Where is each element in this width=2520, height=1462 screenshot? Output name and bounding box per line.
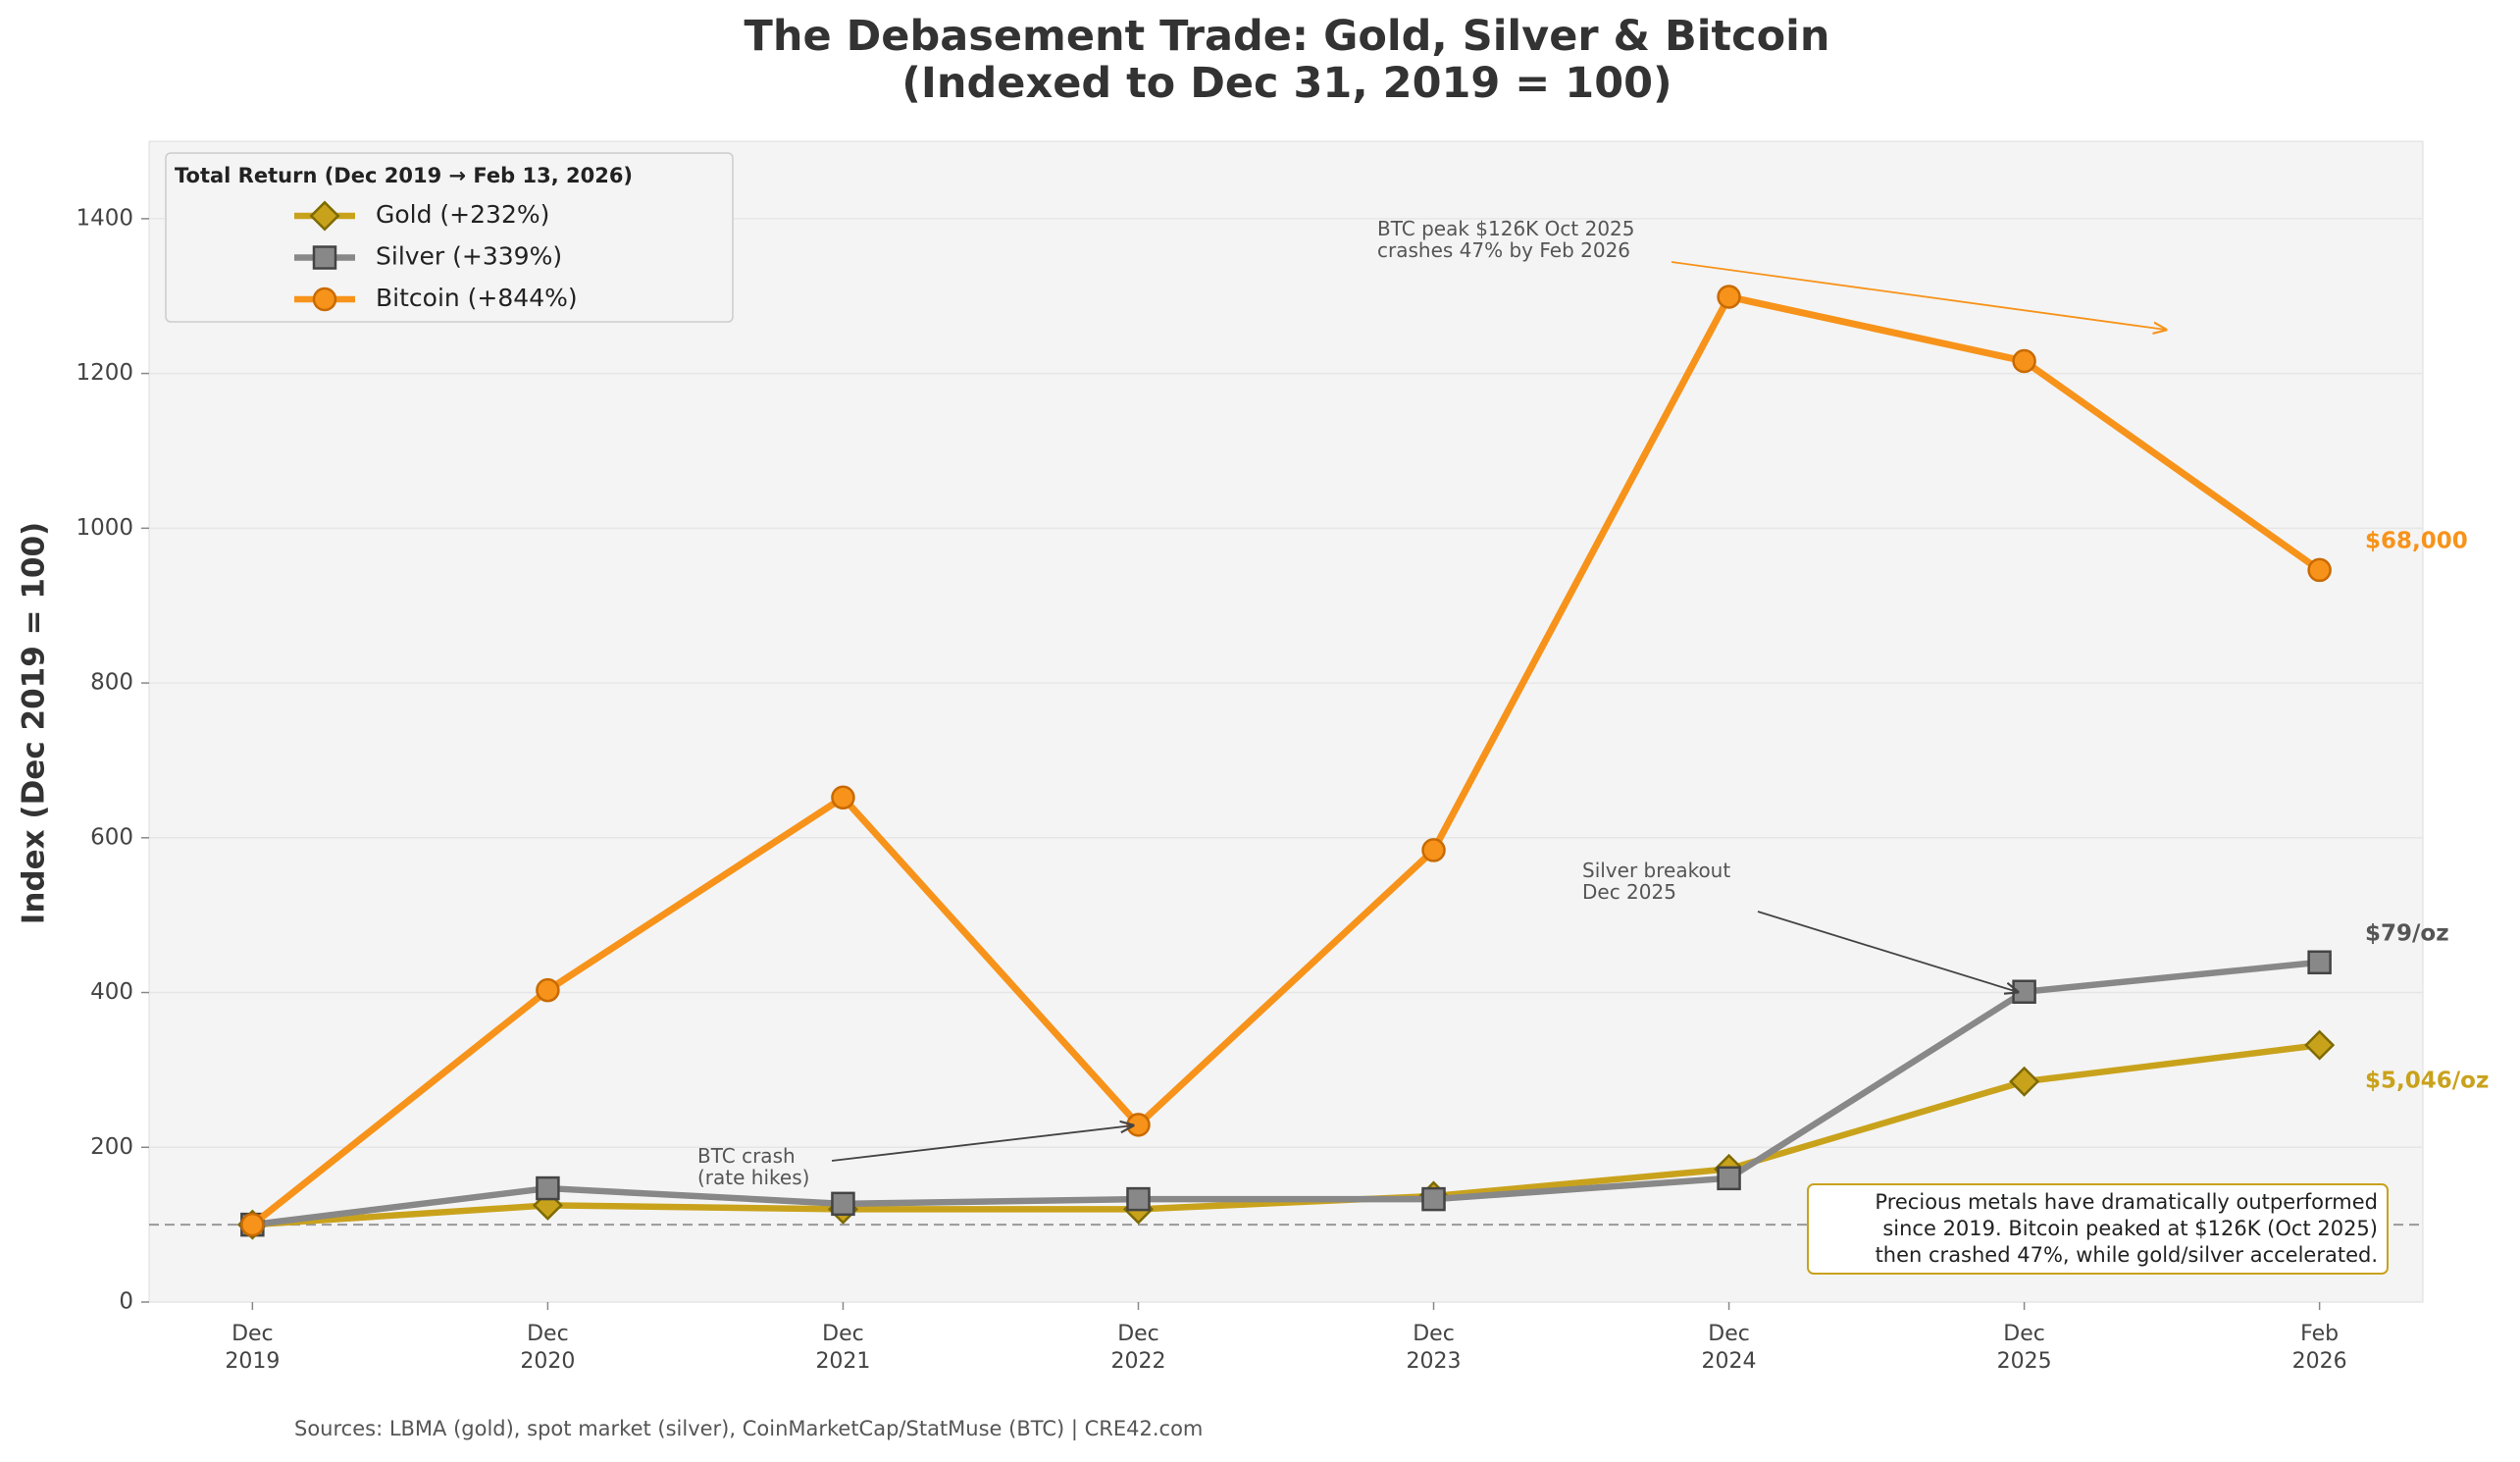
marker	[1421, 838, 1446, 862]
marker	[240, 1212, 265, 1237]
series-line	[250, 293, 2322, 1227]
y-axis-label: Index (Dec 2019 = 100)	[17, 522, 52, 924]
source: Sources: LBMA (gold), spot market (silve…	[294, 1417, 1203, 1441]
end-label: $68,000	[2365, 529, 2468, 554]
x-tick-label: Dec 2022	[1110, 1322, 1165, 1374]
legend-title: Total Return (Dec 2019 → Feb 13, 2026)	[175, 164, 633, 187]
y-tick-label: 600	[90, 824, 133, 850]
x-tick-label: Dec 2020	[520, 1322, 575, 1374]
end-label: $5,046/oz	[2365, 1069, 2489, 1094]
marker	[1717, 285, 1741, 309]
marker	[2304, 1029, 2336, 1061]
y-tick-label: 1200	[76, 360, 133, 386]
annotation-arrow	[831, 1125, 1133, 1162]
annotation: Silver breakout Dec 2025	[1582, 859, 1730, 904]
note-box	[1807, 1183, 2389, 1275]
x-tick-label: Dec 2024	[1702, 1322, 1757, 1374]
annotation: BTC peak $126K Oct 2025 crashes 47% by Fe…	[1377, 217, 1635, 262]
marker	[831, 785, 855, 810]
plot-area	[148, 140, 2424, 1303]
y-tick-label: 800	[90, 670, 133, 696]
marker	[2009, 1066, 2040, 1097]
legend-label: Silver (+339%)	[376, 242, 562, 271]
marker	[536, 977, 560, 1003]
x-tick-label: Dec 2021	[815, 1322, 870, 1374]
series-line	[252, 1041, 2321, 1228]
note: Precious metals have dramatically outper…	[1875, 1190, 2378, 1267]
end-label: $79/oz	[2365, 921, 2449, 947]
legend-label: Bitcoin (+844%)	[376, 284, 578, 312]
marker	[312, 287, 337, 312]
legend-box	[165, 152, 734, 323]
x-tick-label: Feb 2026	[2292, 1322, 2347, 1374]
x-tick-label: Dec 2019	[225, 1322, 280, 1374]
y-tick-label: 1400	[76, 205, 133, 231]
chart-title: The Debasement Trade: Gold, Silver & Bit…	[745, 12, 1830, 108]
annotation: BTC crash (rate hikes)	[697, 1144, 809, 1189]
marker	[536, 1175, 560, 1201]
annotation-arrow	[1671, 261, 2166, 330]
marker	[312, 245, 337, 270]
y-tick-label: 400	[90, 979, 133, 1005]
marker	[1717, 1166, 1741, 1191]
marker	[1421, 1186, 1446, 1212]
y-tick-label: 200	[90, 1134, 133, 1160]
legend-label: Gold (+232%)	[376, 200, 549, 229]
y-tick-label: 1000	[76, 515, 133, 541]
marker	[2012, 348, 2036, 374]
marker	[2307, 950, 2332, 975]
y-tick-label: 0	[119, 1289, 133, 1315]
annotation-arrow	[1757, 911, 2018, 992]
marker	[2307, 557, 2332, 583]
marker	[1126, 1186, 1151, 1212]
x-tick-label: Dec 2025	[1997, 1322, 2052, 1374]
marker	[831, 1191, 855, 1217]
marker	[309, 200, 340, 232]
series-line	[251, 959, 2320, 1228]
x-tick-label: Dec 2023	[1407, 1322, 1462, 1374]
